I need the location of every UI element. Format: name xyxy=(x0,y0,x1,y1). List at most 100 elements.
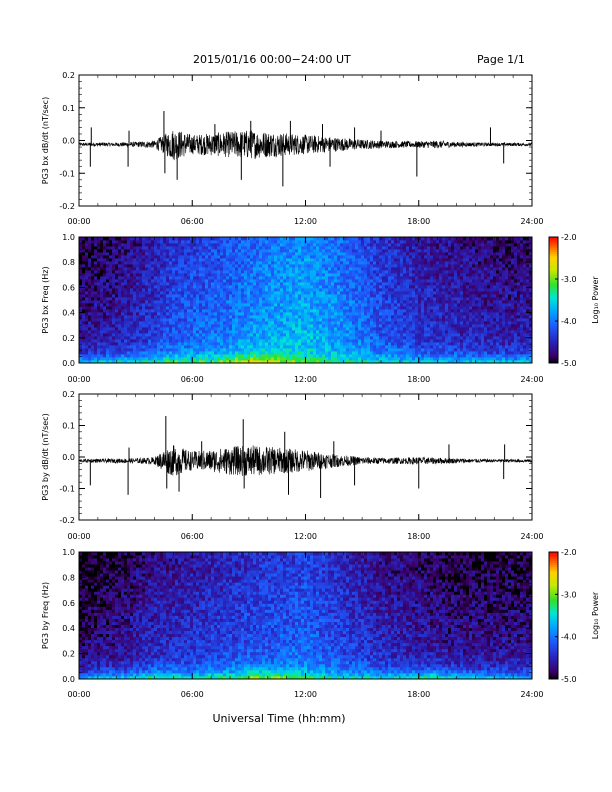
spectrogram-cell xyxy=(202,243,206,247)
spectrogram-cell xyxy=(79,285,83,289)
spectrogram-cell xyxy=(301,258,305,262)
spectrogram-cell xyxy=(319,360,323,364)
spectrogram-cell xyxy=(85,243,89,247)
spectrogram-cell xyxy=(349,288,353,292)
spectrogram-cell xyxy=(301,357,305,361)
spectrogram-cell xyxy=(274,261,278,265)
spectrogram-cell xyxy=(211,342,215,346)
spectrogram-cell xyxy=(199,261,203,265)
spectrogram-cell xyxy=(289,354,293,358)
spectrogram-cell xyxy=(184,342,188,346)
spectrogram-cell xyxy=(286,312,290,316)
spectrogram-cell xyxy=(169,291,173,295)
spectrogram-cell xyxy=(307,267,311,271)
spectrogram-cell xyxy=(265,273,269,277)
spectrogram-cell xyxy=(106,285,110,289)
spectrogram-cell xyxy=(217,240,221,244)
spectrogram-cell xyxy=(268,342,272,346)
spectrogram-cell xyxy=(226,297,230,301)
spectrogram-cell xyxy=(292,288,296,292)
spectrogram-cell xyxy=(121,324,125,328)
spectrogram-cell xyxy=(244,354,248,358)
spectrogram-cell xyxy=(283,306,287,310)
spectrogram-cell xyxy=(178,327,182,331)
x-tick-label: 12:00 xyxy=(294,217,317,226)
spectrogram-cell xyxy=(280,288,284,292)
spectrogram-cell xyxy=(415,348,419,352)
spectrogram-cell xyxy=(328,330,332,334)
spectrogram-cell xyxy=(241,273,245,277)
spectrogram-cell xyxy=(121,285,125,289)
spectrogram-cell xyxy=(331,303,335,307)
spectrogram-cell xyxy=(313,303,317,307)
spectrogram-cell xyxy=(79,339,83,343)
spectrogram-cell xyxy=(193,336,197,340)
spectrogram-cell xyxy=(307,291,311,295)
spectrogram-cell xyxy=(358,342,362,346)
spectrogram-cell xyxy=(271,264,275,268)
spectrogram-cell xyxy=(370,330,374,334)
spectrogram-cell xyxy=(283,321,287,325)
spectrogram-cell xyxy=(181,342,185,346)
spectrogram-cell xyxy=(139,339,143,343)
spectrogram-cell xyxy=(175,255,179,259)
spectrogram-cell xyxy=(181,291,185,295)
spectrogram-cell xyxy=(235,357,239,361)
spectrogram-cell xyxy=(244,348,248,352)
spectrogram-cell xyxy=(214,309,218,313)
spectrogram-cell xyxy=(187,306,191,310)
spectrogram-cell xyxy=(145,252,149,256)
spectrogram-cell xyxy=(199,300,203,304)
spectrogram-cell xyxy=(373,339,377,343)
spectrogram-cell xyxy=(175,279,179,283)
spectrogram-cell xyxy=(391,294,395,298)
spectrogram-cell xyxy=(148,273,152,277)
spectrogram-cell xyxy=(289,267,293,271)
spectrogram-cell xyxy=(184,270,188,274)
spectrogram-cell xyxy=(322,342,326,346)
spectrogram-cell xyxy=(376,258,380,262)
spectrogram-cell xyxy=(172,351,176,355)
spectrogram-cell xyxy=(409,330,413,334)
spectrogram-cell xyxy=(265,303,269,307)
spectrogram-cell xyxy=(235,264,239,268)
spectrogram-cell xyxy=(85,288,89,292)
spectrogram-cell xyxy=(271,336,275,340)
spectrogram-cell xyxy=(391,285,395,289)
spectrogram-cell xyxy=(268,294,272,298)
spectrogram-cell xyxy=(385,249,389,253)
spectrogram-cell xyxy=(214,354,218,358)
spectrogram-cell xyxy=(199,321,203,325)
spectrogram-cell xyxy=(418,237,422,241)
spectrogram-cell xyxy=(178,243,182,247)
spectrogram-cell xyxy=(169,276,173,280)
spectrogram-cell xyxy=(223,252,227,256)
spectrogram-cell xyxy=(262,324,266,328)
spectrogram-cell xyxy=(271,297,275,301)
spectrogram-cell xyxy=(289,357,293,361)
spectrogram-cell xyxy=(373,288,377,292)
spectrogram-cell xyxy=(208,312,212,316)
spectrogram-cell xyxy=(412,285,416,289)
spectrogram-cell xyxy=(124,267,128,271)
spectrogram-cell xyxy=(421,318,425,322)
spectrogram-cell xyxy=(175,267,179,271)
spectrogram-cell xyxy=(256,249,260,253)
spectrogram-cell xyxy=(190,351,194,355)
spectrogram-cell xyxy=(397,318,401,322)
spectrogram-cell xyxy=(115,267,119,271)
spectrogram-cell xyxy=(166,321,170,325)
spectrogram-cell xyxy=(187,252,191,256)
spectrogram-cell xyxy=(124,357,128,361)
spectrogram-cell xyxy=(349,246,353,250)
spectrogram-cell xyxy=(370,246,374,250)
spectrogram-cell xyxy=(238,315,242,319)
spectrogram-cell xyxy=(241,258,245,262)
spectrogram-cell xyxy=(166,354,170,358)
spectrogram-cell xyxy=(202,354,206,358)
spectrogram-cell xyxy=(367,351,371,355)
spectrogram-cell xyxy=(220,312,224,316)
spectrogram-cell xyxy=(355,351,359,355)
spectrogram-cell xyxy=(361,267,365,271)
spectrogram-cell xyxy=(199,348,203,352)
